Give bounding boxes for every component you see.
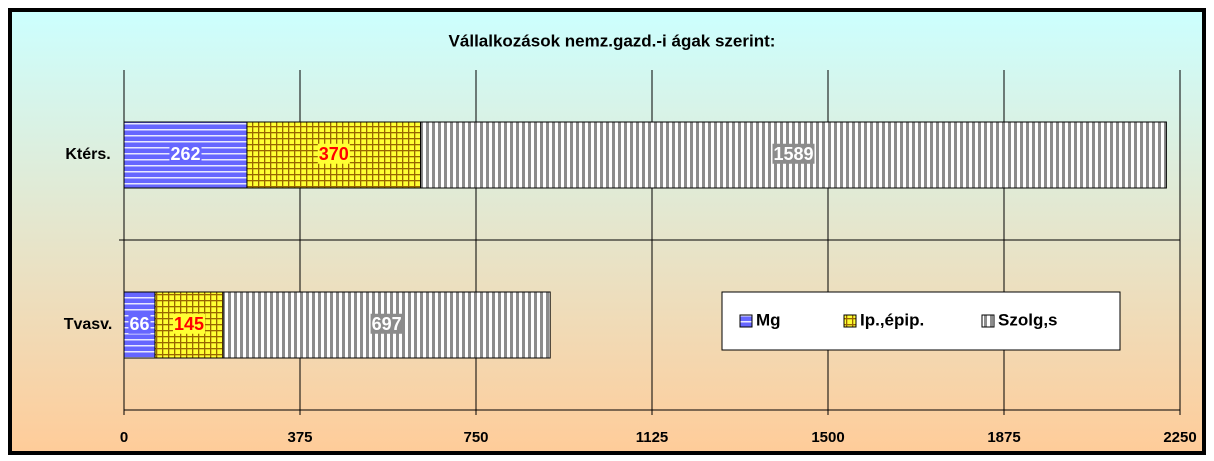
legend-label: Mg bbox=[756, 310, 781, 329]
data-label-bg bbox=[772, 143, 815, 164]
x-tick-label: 1500 bbox=[811, 429, 844, 446]
x-tick-label: 750 bbox=[463, 429, 488, 446]
data-label: 66 bbox=[129, 314, 149, 334]
x-tick-label: 1125 bbox=[636, 429, 669, 446]
data-label-bg bbox=[169, 143, 202, 164]
legend-box bbox=[721, 291, 1121, 351]
x-tick-label: 375 bbox=[287, 429, 312, 446]
data-label: 145 bbox=[174, 314, 204, 334]
data-label-bg bbox=[317, 143, 350, 164]
data-label-bg bbox=[370, 313, 403, 334]
legend-label: Szolg,s bbox=[998, 310, 1058, 329]
x-tick-label: 0 bbox=[120, 429, 128, 446]
x-tick-label: 1875 bbox=[987, 429, 1020, 446]
y-tick-label: Tvasv. bbox=[64, 316, 113, 333]
legend-swatch bbox=[739, 314, 753, 328]
data-label-bg bbox=[172, 313, 206, 334]
y-tick-label: Ktérs. bbox=[65, 146, 110, 163]
legend-swatch bbox=[981, 314, 995, 328]
chart-title: Vállalkozások nemz.gazd.-i ágak szerint: bbox=[449, 31, 776, 50]
data-label: 370 bbox=[319, 144, 349, 164]
x-tick-label: 2250 bbox=[1163, 429, 1196, 446]
data-label: 1589 bbox=[773, 144, 813, 164]
legend-swatch bbox=[843, 314, 857, 328]
data-label: 697 bbox=[372, 314, 402, 334]
chart-frame bbox=[8, 8, 1206, 455]
data-label-bg bbox=[128, 313, 151, 334]
data-label: 262 bbox=[170, 144, 200, 164]
legend-label: Ip.,épip. bbox=[860, 310, 924, 329]
